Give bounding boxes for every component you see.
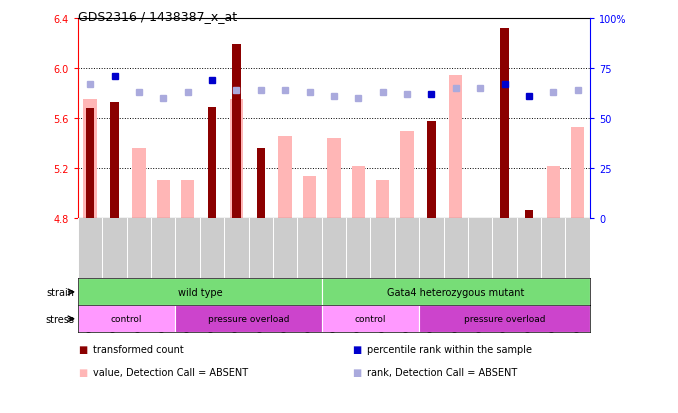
Text: control: control (355, 315, 386, 323)
Bar (449, 76, 462, 219)
Bar (207, 107, 216, 219)
Text: GDS2316 / 1438387_x_at: GDS2316 / 1438387_x_at (78, 10, 237, 23)
Text: pressure overload: pressure overload (464, 315, 545, 323)
Bar (322, 279, 590, 306)
Text: rank, Detection Call = ABSENT: rank, Detection Call = ABSENT (367, 367, 518, 377)
Bar (303, 176, 316, 219)
Bar (86, 109, 94, 219)
Bar (327, 139, 340, 219)
Bar (571, 128, 584, 219)
Bar (78, 279, 322, 306)
Text: value, Detection Call = ABSENT: value, Detection Call = ABSENT (93, 367, 248, 377)
Text: Gata4 heterozygous mutant: Gata4 heterozygous mutant (387, 287, 525, 297)
Text: ■: ■ (78, 367, 87, 377)
Text: wild type: wild type (178, 287, 222, 297)
Bar (83, 100, 97, 219)
Bar (279, 136, 292, 219)
Text: ■: ■ (78, 344, 87, 354)
Bar (111, 102, 119, 219)
Bar (78, 306, 176, 332)
Bar (232, 45, 241, 219)
Text: percentile rank within the sample: percentile rank within the sample (367, 344, 532, 354)
Bar (525, 210, 533, 219)
Text: ■: ■ (353, 367, 362, 377)
Bar (546, 166, 560, 219)
Text: pressure overload: pressure overload (208, 315, 290, 323)
Text: transformed count: transformed count (93, 344, 184, 354)
Text: stress: stress (45, 314, 75, 324)
Text: control: control (111, 315, 142, 323)
Bar (376, 180, 389, 219)
Text: strain: strain (47, 287, 75, 297)
Bar (157, 180, 170, 219)
Bar (132, 149, 146, 219)
Bar (400, 131, 414, 219)
Bar (352, 166, 365, 219)
Bar (500, 28, 508, 219)
Text: ■: ■ (353, 344, 362, 354)
Bar (256, 149, 265, 219)
Bar (322, 306, 419, 332)
Bar (176, 306, 322, 332)
Bar (230, 100, 243, 219)
Bar (181, 180, 195, 219)
Bar (419, 306, 590, 332)
Bar (427, 121, 436, 219)
